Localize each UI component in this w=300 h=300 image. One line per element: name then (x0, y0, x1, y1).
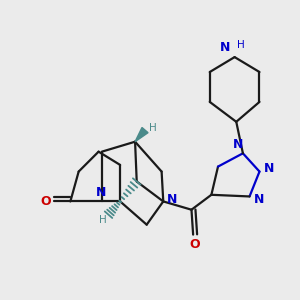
Text: H: H (149, 123, 157, 133)
Text: N: N (220, 41, 230, 54)
Text: N: N (167, 193, 178, 206)
Text: N: N (254, 193, 265, 206)
Polygon shape (135, 128, 148, 142)
Text: N: N (233, 137, 243, 151)
Text: N: N (96, 186, 106, 199)
Text: H: H (99, 215, 107, 225)
Text: O: O (40, 195, 51, 208)
Text: O: O (190, 238, 200, 251)
Text: N: N (264, 162, 274, 176)
Text: H: H (237, 40, 245, 50)
